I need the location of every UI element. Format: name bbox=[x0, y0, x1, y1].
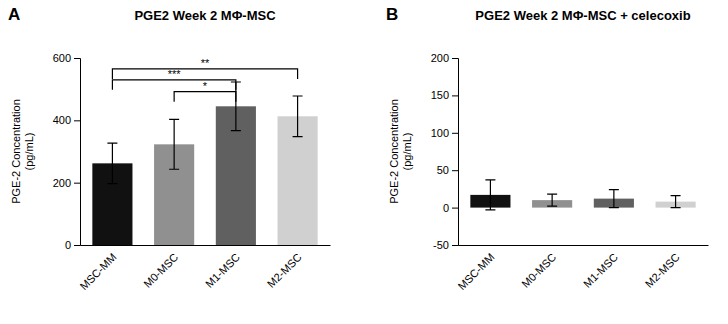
figure: 0200400600MSC-MMM0-MSCM1-MSCM2-MSC******… bbox=[0, 0, 728, 324]
panel-label: B bbox=[386, 5, 398, 24]
x-tick-label: M2-MSC bbox=[265, 251, 304, 290]
y-tick-label: 600 bbox=[53, 52, 71, 64]
y-tick-mark bbox=[74, 120, 80, 121]
error-bar bbox=[485, 180, 495, 210]
x-tick: MSC-MM bbox=[77, 245, 118, 292]
y-tick: 0 bbox=[65, 239, 80, 251]
panel: -50 0 50 100 150 200 MSC-MM M0-MSC M1-MSC M2-MSC P… bbox=[386, 5, 709, 292]
x-tick: M2-MSC bbox=[265, 245, 304, 290]
y-tick-label: 50 bbox=[437, 164, 449, 176]
y-axis-title: PGE-2 Concentration(pg/mL) bbox=[10, 99, 35, 204]
x-tick: M0-MSC bbox=[519, 245, 558, 290]
y-tick-mark bbox=[452, 245, 458, 246]
error-bar bbox=[293, 96, 303, 137]
x-tick-label: M0-MSC bbox=[519, 251, 558, 290]
error-bar bbox=[609, 190, 619, 208]
y-tick-mark bbox=[452, 58, 458, 59]
significance-label: *** bbox=[168, 68, 182, 80]
significance-bracket bbox=[112, 69, 297, 79]
x-tick-label: MSC-MM bbox=[77, 251, 118, 292]
y-tick: 600 bbox=[53, 52, 80, 64]
y-tick: -50 bbox=[433, 239, 458, 251]
x-tick-label: M0-MSC bbox=[141, 251, 180, 290]
x-tick: M0-MSC bbox=[141, 245, 180, 290]
y-tick: 50 bbox=[437, 164, 458, 176]
x-tick-label: M1-MSC bbox=[203, 251, 242, 290]
error-bar bbox=[547, 194, 557, 206]
y-tick-mark bbox=[74, 183, 80, 184]
error-bar bbox=[107, 143, 117, 184]
x-axis-line bbox=[459, 245, 709, 246]
x-tick: M1-MSC bbox=[581, 245, 620, 290]
y-tick-mark bbox=[452, 133, 458, 134]
y-tick-mark bbox=[452, 170, 458, 171]
x-tick-label: M2-MSC bbox=[643, 251, 682, 290]
plot-area bbox=[92, 82, 317, 245]
y-axis-line bbox=[452, 59, 459, 246]
significance-bracket bbox=[112, 80, 235, 90]
y-tick-label: 0 bbox=[443, 202, 449, 214]
significance-label: ** bbox=[201, 57, 210, 69]
y-tick-mark bbox=[452, 95, 458, 96]
x-axis-line bbox=[81, 245, 331, 246]
x-axis: MSC-MM M0-MSC M1-MSC M2-MSC bbox=[455, 245, 708, 292]
error-bar bbox=[169, 119, 179, 169]
y-tick-label: -50 bbox=[433, 239, 449, 251]
y-tick-label: 200 bbox=[53, 177, 71, 189]
y-tick: 200 bbox=[53, 177, 80, 189]
y-tick-label: 400 bbox=[53, 114, 71, 126]
x-tick: MSC-MM bbox=[455, 245, 496, 292]
y-axis: -50 0 50 100 150 200 bbox=[431, 52, 459, 251]
y-tick: 200 bbox=[431, 52, 458, 64]
panel-label: A bbox=[8, 5, 20, 24]
x-axis: MSC-MM M0-MSC M1-MSC M2-MSC bbox=[77, 245, 330, 292]
y-tick: 400 bbox=[53, 114, 80, 126]
significance-bracket bbox=[174, 92, 236, 102]
y-tick: 150 bbox=[431, 89, 458, 101]
y-axis-line bbox=[74, 59, 81, 246]
x-tick: M2-MSC bbox=[643, 245, 682, 290]
y-axis-title: PGE-2 Concentration(pg/mL) bbox=[388, 99, 413, 204]
y-axis: 0 200 400 600 bbox=[53, 52, 81, 251]
x-tick-label: M1-MSC bbox=[581, 251, 620, 290]
y-tick-mark bbox=[74, 245, 80, 246]
y-tick: 0 bbox=[443, 202, 458, 214]
x-tick: M1-MSC bbox=[203, 245, 242, 290]
x-tick-label: MSC-MM bbox=[455, 251, 496, 292]
error-bar bbox=[671, 196, 681, 208]
y-tick-mark bbox=[74, 58, 80, 59]
chart-title: PGE2 Week 2 MΦ-MSC bbox=[134, 8, 276, 23]
y-tick-mark bbox=[452, 208, 458, 209]
panel: 0200400600MSC-MMM0-MSCM1-MSCM2-MSC******… bbox=[8, 5, 331, 292]
y-tick: 100 bbox=[431, 127, 458, 139]
y-tick-label: 150 bbox=[431, 89, 449, 101]
y-tick-label: 0 bbox=[65, 239, 71, 251]
y-tick-label: 100 bbox=[431, 127, 449, 139]
chart-title: PGE2 Week 2 MΦ-MSC + celecoxib bbox=[475, 8, 690, 23]
plot-area bbox=[470, 180, 695, 210]
significance-label: * bbox=[203, 80, 208, 92]
y-tick-label: 200 bbox=[431, 52, 449, 64]
